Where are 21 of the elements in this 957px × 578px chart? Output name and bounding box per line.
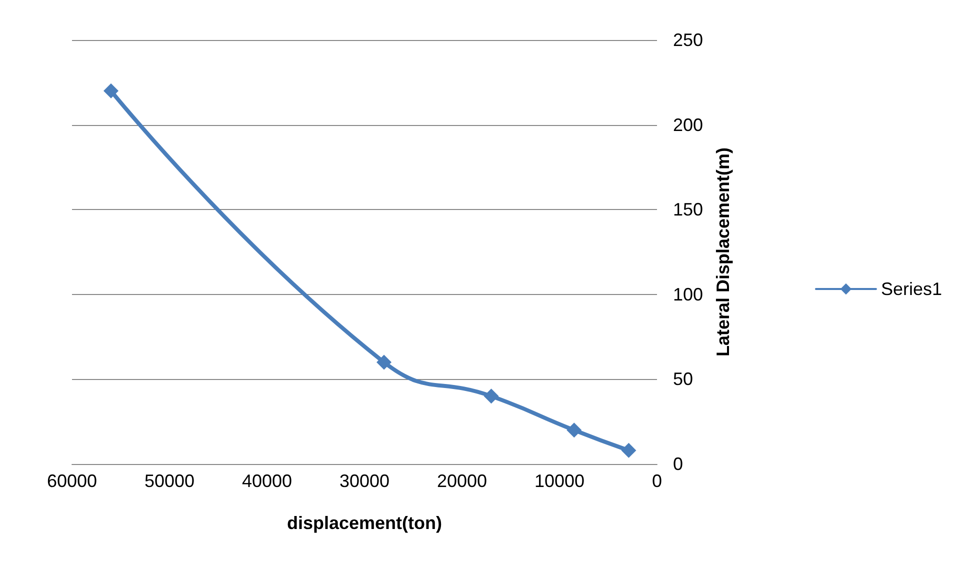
point <box>104 83 118 98</box>
point <box>484 388 499 404</box>
point <box>376 354 392 370</box>
x-tick-label: 10000 <box>534 471 585 491</box>
x-tick-label: 50000 <box>144 471 195 491</box>
point <box>621 442 636 458</box>
x-tick-label: 20000 <box>436 471 488 491</box>
legend-label: Series1 <box>880 279 942 299</box>
y2-tick-label: 150 <box>673 200 704 220</box>
y2-tick-label: 100 <box>673 284 704 304</box>
y2-tick-label: 200 <box>673 114 704 135</box>
y2-tick-label: 250 <box>673 30 704 50</box>
x-axis-title: displacement(ton) <box>286 513 442 533</box>
x-tick-label: 30000 <box>339 471 390 491</box>
y2-tick-label: 50 <box>673 369 694 390</box>
point <box>566 422 582 438</box>
x-tick-label: 60000 <box>46 471 98 491</box>
y2-axis-title: Lateral Displacement(m) <box>712 147 733 357</box>
x-tick-label: 0 <box>652 471 662 491</box>
x-tick-label: 40000 <box>242 471 292 491</box>
y2-tick-label: 0 <box>673 454 684 474</box>
